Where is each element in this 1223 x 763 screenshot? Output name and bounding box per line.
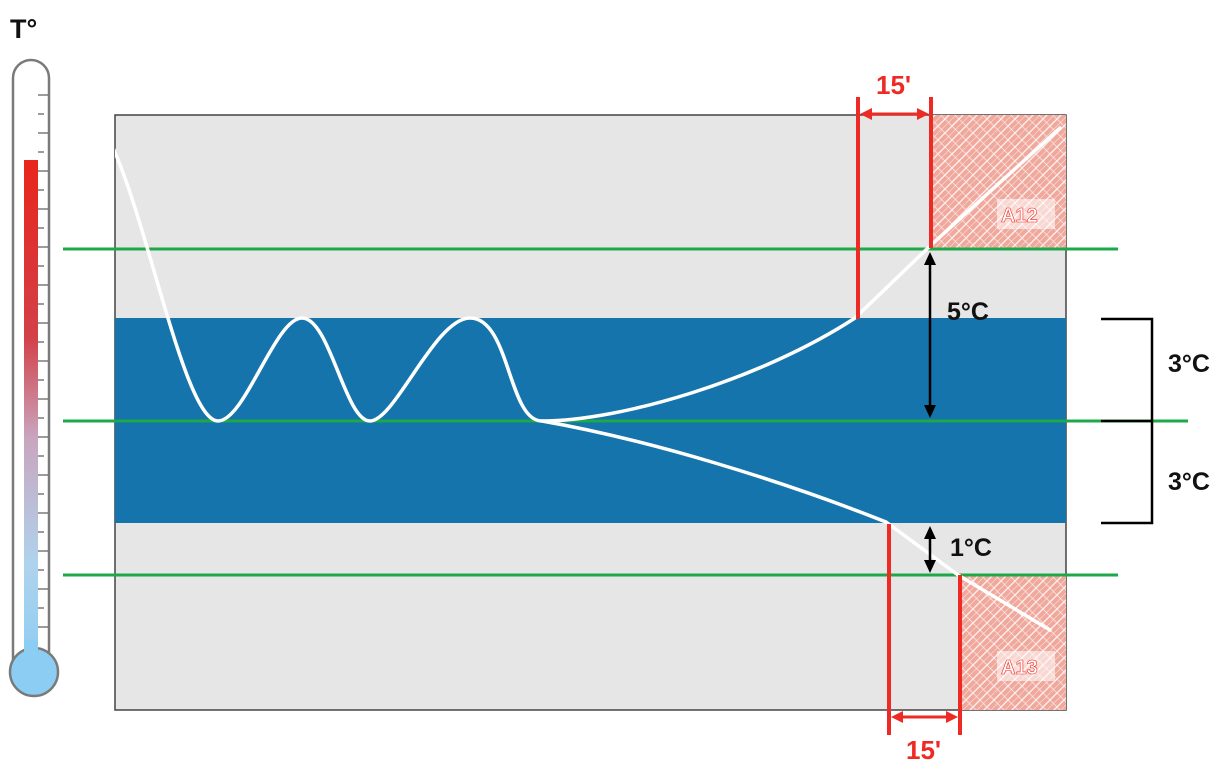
- band-upper-label: 3°C: [1168, 350, 1210, 378]
- thermometer-mercury: [24, 160, 38, 665]
- lower-delay-arrow: [891, 711, 958, 723]
- upper-delay-label: 15': [876, 70, 911, 100]
- band-lower-label: 3°C: [1168, 468, 1210, 496]
- alarm-a13-label: A13: [1001, 657, 1038, 679]
- thermometer-icon: [8, 58, 60, 698]
- lower-delta-arrow: [924, 526, 936, 573]
- band-bracket: [1101, 317, 1154, 525]
- lower-delay-label: 15': [906, 735, 941, 763]
- lower-delta-label: 1°C: [950, 534, 992, 562]
- upper-delay-arrow: [860, 108, 929, 120]
- alarm-zone-a13: [960, 575, 1066, 710]
- upper-delta-label: 5°C: [947, 298, 989, 326]
- thermometer-label: T°: [10, 14, 37, 44]
- temperature-curve-upper: [115, 126, 1062, 423]
- upper-delta-arrow: [924, 252, 936, 418]
- temperature-curve-lower: [540, 419, 1052, 632]
- alarm-a12-label: A12: [1001, 205, 1038, 227]
